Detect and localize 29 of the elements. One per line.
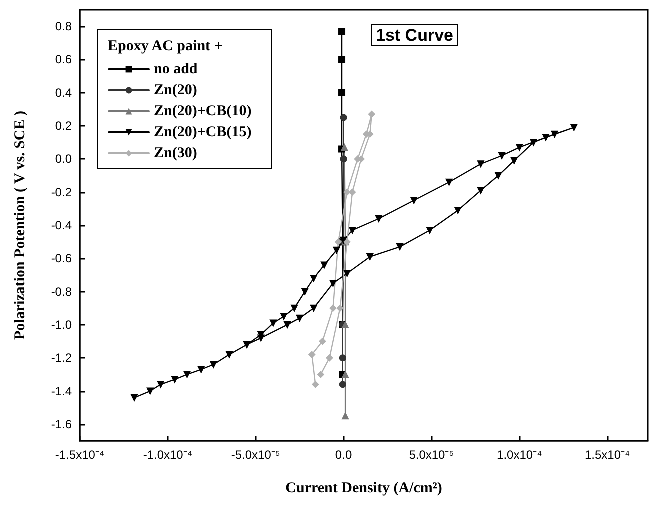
x-tick-label: 1.0x10⁻⁴: [497, 448, 542, 462]
x-tick-label: -1.0x10⁻⁴: [143, 448, 193, 462]
y-tick-label: -0.2: [51, 185, 72, 200]
x-tick-label: 1.5x10⁻⁴: [584, 448, 630, 462]
legend-label: Zn(20): [154, 82, 198, 98]
legend-label: Zn(30): [154, 146, 198, 162]
y-tick-label: 0.2: [55, 119, 72, 134]
y-axis-title: Polarization Potention ( V vs. SCE ): [12, 110, 28, 340]
y-tick-label: -1.0: [51, 318, 72, 332]
y-tick-label: -0.4: [51, 218, 72, 232]
y-tick-label: -0.6: [51, 252, 72, 266]
x-tick-label: 5.0x10⁻⁵: [409, 448, 454, 462]
y-tick-label: -1.4: [51, 384, 72, 398]
annotation: 1st Curve: [376, 26, 454, 45]
y-tick-label: -1.2: [51, 351, 72, 366]
y-tick-label: 0.8: [55, 20, 72, 34]
y-tick-label: -1.6: [51, 417, 72, 432]
y-tick-label: 0.0: [55, 152, 72, 166]
legend-label: Zn(20)+CB(15): [154, 124, 252, 140]
y-tick-label: -0.8: [51, 284, 72, 299]
legend-label: no add: [154, 62, 198, 78]
legend-label: Zn(20)+CB(10): [154, 104, 252, 120]
y-tick-label: 0.4: [55, 86, 72, 100]
x-tick-label: 0.0: [335, 448, 352, 462]
x-tick-label: -1.5x10⁻⁴: [55, 448, 105, 462]
x-axis-title: Current Density (A/cm²): [286, 480, 442, 496]
y-tick-label: 0.6: [55, 52, 72, 67]
x-tick-label: -5.0x10⁻⁵: [231, 448, 280, 462]
legend-title: Epoxy AC paint +: [108, 38, 223, 54]
